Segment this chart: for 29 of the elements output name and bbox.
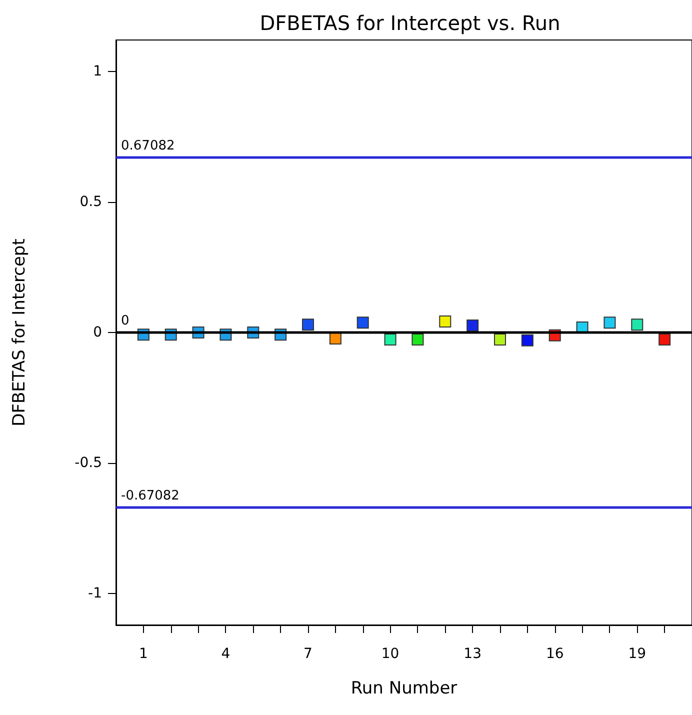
y-tick-label: 0: [93, 324, 102, 340]
point: [521, 334, 534, 346]
x-tick-label: 7: [304, 646, 312, 662]
point: [302, 318, 314, 331]
y-tick-label: 0.5: [80, 194, 102, 210]
x-tick-label: 1: [138, 646, 148, 662]
x-tick-label: 10: [381, 646, 400, 662]
x-axis-title: Run Number: [350, 678, 458, 698]
ref-line-label: 0: [121, 314, 130, 328]
y-axis-title: DFBETAS for Intercept: [10, 238, 30, 426]
x-tick-label: 4: [221, 646, 230, 662]
y-tick-label: 1: [93, 63, 102, 80]
y-tick-label: -1: [88, 586, 102, 602]
x-tick-label: 19: [628, 646, 646, 662]
ref-line-label: -0.67082: [121, 488, 180, 504]
point: [412, 334, 424, 346]
point: [604, 316, 616, 329]
y-tick-label: -0.5: [74, 455, 102, 472]
point: [356, 316, 369, 329]
point: [631, 318, 644, 331]
point: [494, 334, 506, 346]
point: [384, 334, 396, 346]
point: [466, 319, 479, 332]
x-tick-label: 13: [464, 646, 482, 662]
ref-line-label: 0.67082: [121, 138, 175, 154]
point: [658, 334, 671, 346]
chart-title: DFBETAS for Intercept vs. Run: [260, 11, 560, 35]
x-tick-label: 16: [546, 646, 564, 662]
point: [439, 316, 452, 328]
